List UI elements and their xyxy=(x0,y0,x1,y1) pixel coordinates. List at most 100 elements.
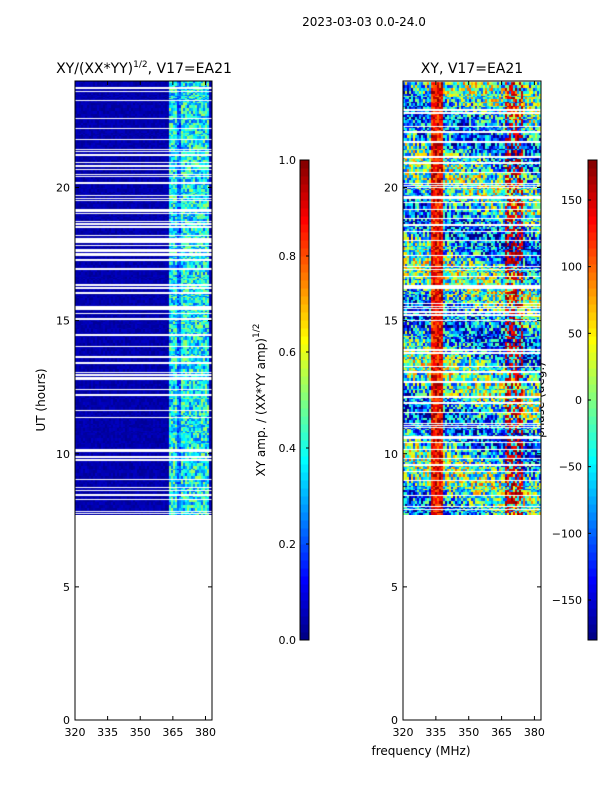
colorbar-segment xyxy=(588,392,597,401)
colorbar-segment xyxy=(300,464,309,473)
colorbar-segment xyxy=(588,216,597,225)
y-tick-label: 0 xyxy=(63,714,70,727)
colorbar-segment xyxy=(300,416,309,425)
colorbar-tick-label: 0.6 xyxy=(279,346,297,359)
colorbar-tick-label: 150 xyxy=(561,194,582,207)
x-axis-label: frequency (MHz) xyxy=(371,744,470,758)
x-tick-label: 380 xyxy=(195,726,216,739)
colorbar-segment xyxy=(588,416,597,425)
colorbar-segment xyxy=(300,560,309,569)
colorbar-segment xyxy=(588,344,597,353)
colorbar-segment xyxy=(588,456,597,465)
amp-heatmap-cells xyxy=(75,81,212,515)
colorbar-segment xyxy=(588,520,597,529)
colorbar-segment xyxy=(588,568,597,577)
colorbar-segment xyxy=(588,608,597,617)
colorbar-segment xyxy=(588,320,597,329)
y-tick-label: 5 xyxy=(63,581,70,594)
colorbar-tick-label: 0 xyxy=(575,394,582,407)
colorbar-segment xyxy=(300,440,309,449)
colorbar-segment xyxy=(588,440,597,449)
colorbar-tick-label: 50 xyxy=(568,327,582,340)
colorbar-segment xyxy=(588,632,597,641)
colorbar-segment xyxy=(300,264,309,273)
colorbar-segment xyxy=(588,464,597,473)
colorbar-segment xyxy=(300,192,309,201)
colorbar-segment xyxy=(300,480,309,489)
colorbar-segment xyxy=(300,176,309,185)
y-tick-label: 20 xyxy=(56,182,70,195)
colorbar-segment xyxy=(300,248,309,257)
colorbar-segment xyxy=(588,616,597,625)
colorbar-segment xyxy=(588,600,597,609)
colorbar-segment xyxy=(300,512,309,521)
amp-heatmap xyxy=(75,81,212,515)
phase-colorbar: −150 −100 −50 0 50 100 150 xyxy=(552,159,598,641)
colorbar-tick-label: −150 xyxy=(552,594,582,607)
colorbar-segment xyxy=(588,312,597,321)
colorbar-segment xyxy=(588,360,597,369)
colorbar-segment xyxy=(588,496,597,505)
colorbar-segment xyxy=(300,568,309,577)
colorbar-segment xyxy=(300,584,309,593)
colorbar-segment xyxy=(300,296,309,305)
colorbar-frame xyxy=(299,159,310,641)
x-tick-label: 320 xyxy=(65,726,86,739)
amp-panel-title: XY/(XX*YY)1/2, V17=EA21 xyxy=(56,60,232,77)
colorbar-tick-label: −50 xyxy=(559,461,582,474)
amp-colorbar: 0.0 0.2 0.4 0.6 0.8 1.0 xyxy=(279,154,310,647)
x-tick-label: 365 xyxy=(491,726,512,739)
colorbar-segment xyxy=(588,552,597,561)
colorbar-segment xyxy=(588,232,597,241)
colorbar-segment xyxy=(588,584,597,593)
colorbar-segment xyxy=(300,600,309,609)
colorbar-segment xyxy=(588,200,597,209)
y-tick-label: 15 xyxy=(56,315,70,328)
colorbar-segment xyxy=(300,488,309,497)
x-tick-label: 335 xyxy=(97,726,118,739)
colorbar-segment xyxy=(300,456,309,465)
colorbar-tick-label: 100 xyxy=(561,261,582,274)
x-tick-label: 350 xyxy=(130,726,151,739)
colorbar-segment xyxy=(588,248,597,257)
x-tick-label: 350 xyxy=(458,726,479,739)
colorbar-tick-label: 0.8 xyxy=(279,250,297,263)
colorbar-segment xyxy=(300,552,309,561)
phase-panel-title: XY, V17=EA21 xyxy=(421,61,523,77)
y-axis-label: UT (hours) xyxy=(34,368,48,431)
y-tick-label: 0 xyxy=(391,714,398,727)
y-tick-label: 10 xyxy=(384,448,398,461)
colorbar-segment xyxy=(588,288,597,297)
colorbar-segment xyxy=(588,472,597,481)
colorbar-segment xyxy=(300,328,309,337)
colorbar-segment xyxy=(588,376,597,385)
colorbar-segment xyxy=(300,208,309,217)
colorbar-segment xyxy=(300,528,309,537)
colorbar-segment xyxy=(588,624,597,633)
y-tick-label: 15 xyxy=(384,315,398,328)
colorbar-segment xyxy=(300,448,309,457)
colorbar-segment xyxy=(300,408,309,417)
colorbar-tick-label: 0.2 xyxy=(279,538,297,551)
colorbar-segment xyxy=(300,256,309,265)
y-tick-label: 20 xyxy=(384,182,398,195)
figure-suptitle: 2023-03-03 0.0-24.0 xyxy=(302,15,426,29)
colorbar-segment xyxy=(300,160,309,169)
colorbar-segment xyxy=(300,272,309,281)
colorbar-tick-label: 1.0 xyxy=(279,154,297,167)
x-tick-label: 365 xyxy=(162,726,183,739)
colorbar-segment xyxy=(300,224,309,233)
colorbar-segment xyxy=(300,632,309,641)
colorbar-segment xyxy=(588,424,597,433)
phase-heatmap-cells xyxy=(403,81,541,515)
colorbar-segment xyxy=(588,400,597,409)
colorbar-segment xyxy=(300,320,309,329)
colorbar-tick-label: 0.0 xyxy=(279,634,297,647)
colorbar-segment xyxy=(588,352,597,361)
colorbar-segment xyxy=(300,608,309,617)
colorbar-segment xyxy=(588,208,597,217)
colorbar-segment xyxy=(588,368,597,377)
colorbar-segment xyxy=(300,280,309,289)
colorbar-segment xyxy=(300,352,309,361)
